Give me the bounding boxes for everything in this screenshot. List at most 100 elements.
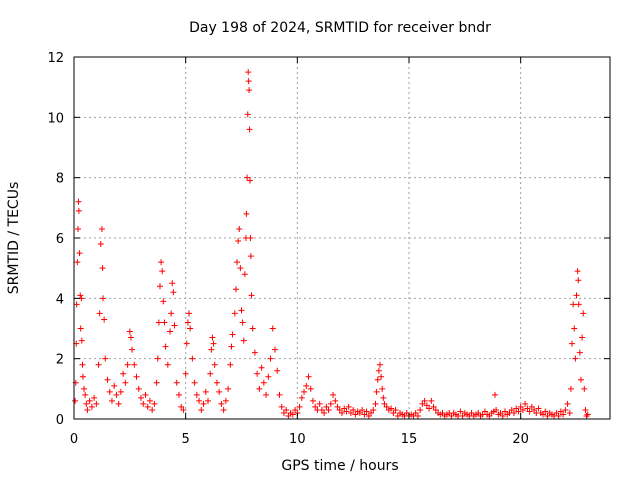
data-point xyxy=(419,400,426,407)
data-point xyxy=(576,349,583,356)
data-point xyxy=(373,388,380,395)
data-point xyxy=(535,405,542,412)
data-point xyxy=(426,405,433,412)
data-point xyxy=(265,373,272,380)
data-point xyxy=(564,400,571,407)
data-point xyxy=(336,406,343,413)
data-point xyxy=(309,397,316,404)
data-point xyxy=(167,328,174,335)
data-point xyxy=(375,367,382,374)
data-point xyxy=(160,298,167,305)
data-point xyxy=(330,391,337,398)
data-point xyxy=(78,337,85,344)
data-point xyxy=(557,408,564,415)
data-point xyxy=(161,319,168,326)
data-point xyxy=(566,409,573,416)
data-point xyxy=(154,355,161,362)
data-point xyxy=(84,406,91,413)
data-point xyxy=(225,385,232,392)
data-point xyxy=(108,397,115,404)
data-point xyxy=(175,391,182,398)
data-point xyxy=(258,364,265,371)
data-point xyxy=(403,409,410,416)
data-point xyxy=(457,408,464,415)
data-point xyxy=(91,394,98,401)
data-point xyxy=(88,403,95,410)
data-point xyxy=(459,412,466,419)
data-point xyxy=(280,409,287,416)
data-point xyxy=(144,403,151,410)
data-point xyxy=(345,403,352,410)
data-point xyxy=(388,405,395,412)
data-point xyxy=(254,370,261,377)
data-point xyxy=(283,406,290,413)
data-point xyxy=(583,412,590,419)
data-point xyxy=(298,394,305,401)
data-point xyxy=(74,259,81,266)
data-point xyxy=(135,385,142,392)
data-point xyxy=(211,361,218,368)
data-point xyxy=(528,403,535,410)
data-point xyxy=(228,343,235,350)
data-point xyxy=(81,385,88,392)
data-point xyxy=(246,177,253,184)
data-point xyxy=(334,403,341,410)
data-point xyxy=(113,391,120,398)
data-point xyxy=(72,397,79,404)
data-point xyxy=(187,325,194,332)
data-point xyxy=(448,412,455,419)
data-point xyxy=(247,253,254,260)
data-point xyxy=(316,400,323,407)
grid xyxy=(74,57,610,419)
data-point xyxy=(376,361,383,368)
data-point xyxy=(274,367,281,374)
x-tick-label: 15 xyxy=(401,432,418,447)
data-point xyxy=(244,174,251,181)
data-point xyxy=(296,403,303,410)
data-point xyxy=(575,301,582,308)
data-point xyxy=(417,406,424,413)
data-point xyxy=(356,409,363,416)
data-point xyxy=(236,225,243,232)
data-point xyxy=(155,319,162,326)
data-point xyxy=(303,382,310,389)
data-point xyxy=(383,403,390,410)
data-point xyxy=(234,259,241,266)
data-point xyxy=(430,403,437,410)
data-point xyxy=(278,403,285,410)
data-point xyxy=(582,406,589,413)
data-point xyxy=(93,400,100,407)
data-point xyxy=(100,295,107,302)
data-point xyxy=(142,391,149,398)
data-point xyxy=(138,394,144,401)
data-point xyxy=(318,406,325,413)
data-point xyxy=(573,292,580,299)
data-point xyxy=(170,289,177,296)
data-point xyxy=(171,322,178,329)
data-point xyxy=(86,397,93,404)
data-point xyxy=(131,361,138,368)
data-point xyxy=(292,406,299,413)
data-point xyxy=(493,406,500,413)
data-point xyxy=(200,400,207,407)
data-point xyxy=(555,412,562,419)
data-point xyxy=(423,402,430,409)
data-point xyxy=(193,391,200,398)
data-point xyxy=(169,280,176,287)
data-point xyxy=(368,409,375,416)
data-point xyxy=(151,400,158,407)
data-point xyxy=(263,391,270,398)
data-point xyxy=(327,400,334,407)
x-tick-label: 20 xyxy=(512,432,529,447)
data-point xyxy=(146,397,153,404)
data-point xyxy=(196,397,203,404)
data-point xyxy=(432,406,439,413)
data-point xyxy=(129,346,136,353)
data-point xyxy=(569,340,576,347)
chart-title: Day 198 of 2024, SRMTID for receiver bnd… xyxy=(189,20,491,36)
y-tick-label: 4 xyxy=(56,292,64,307)
data-point xyxy=(220,406,227,413)
data-point xyxy=(260,379,267,386)
data-point xyxy=(542,408,549,415)
